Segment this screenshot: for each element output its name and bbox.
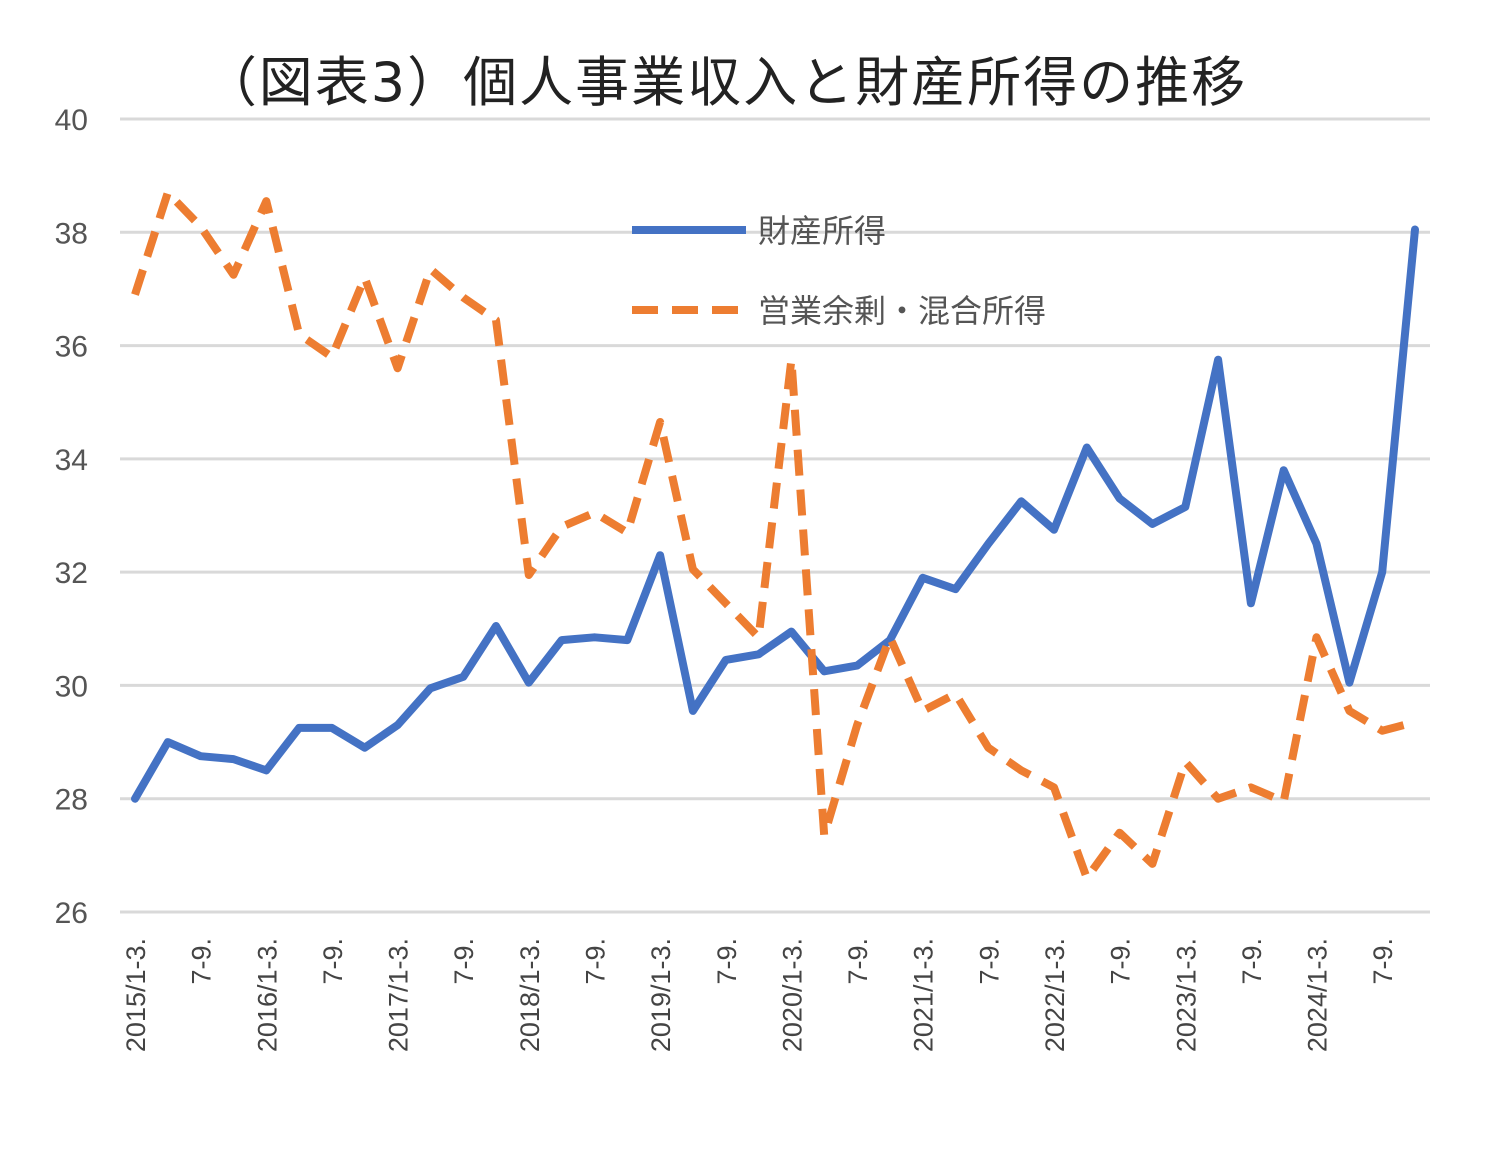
x-tick-label: 7-9. xyxy=(843,938,873,985)
x-tick-label: 2023/1-3. xyxy=(1171,938,1201,1052)
x-tick-label: 2024/1-3. xyxy=(1303,938,1333,1052)
y-tick-label: 34 xyxy=(55,444,88,477)
series-line-operating-surplus xyxy=(131,188,1417,882)
x-tick-label: 2021/1-3. xyxy=(909,938,939,1052)
x-tick-label: 7-9. xyxy=(318,938,348,985)
x-tick-label: 2020/1-3. xyxy=(777,938,807,1052)
x-tick-label: 2015/1-3. xyxy=(121,938,151,1052)
chart-title: （図表3）個人事業収入と財産所得の推移 xyxy=(202,51,1248,114)
x-tick-label: 7-9. xyxy=(449,938,479,985)
x-tick-label: 7-9. xyxy=(1237,938,1267,985)
x-tick-label: 2018/1-3. xyxy=(515,938,545,1052)
x-tick-label: 2022/1-3. xyxy=(1040,938,1070,1052)
y-tick-label: 32 xyxy=(55,557,88,590)
y-tick-label: 30 xyxy=(55,670,88,703)
x-tick-label: 7-9. xyxy=(974,938,1004,985)
x-tick-label: 7-9. xyxy=(580,938,610,985)
x-tick-label: 7-9. xyxy=(1106,938,1136,985)
y-tick-label: 36 xyxy=(55,331,88,364)
x-tick-label: 7-9. xyxy=(187,938,217,985)
y-tick-label: 38 xyxy=(55,217,88,250)
y-axis: 26 28 30 32 34 36 38 40 xyxy=(55,104,88,930)
legend-label: 財産所得 xyxy=(758,212,886,250)
series-lines xyxy=(131,188,1419,882)
series-line-property-income xyxy=(131,225,1419,803)
legend-label: 営業余剰・混合所得 xyxy=(758,292,1046,330)
x-tick-label: 7-9. xyxy=(1368,938,1398,985)
y-tick-label: 28 xyxy=(55,784,88,817)
x-tick-label: 7-9. xyxy=(712,938,742,985)
x-tick-label: 2016/1-3. xyxy=(252,938,282,1052)
x-tick-label: 2019/1-3. xyxy=(646,938,676,1052)
y-tick-label: 26 xyxy=(55,897,88,930)
y-tick-label: 40 xyxy=(55,104,88,137)
x-axis: 2015/1-3. 7-9. 2016/1-3. 7-9. 2017/1-3. 7-9. 2… xyxy=(121,938,1398,1052)
x-tick-label: 2017/1-3. xyxy=(384,938,414,1052)
gridlines xyxy=(120,117,1430,914)
